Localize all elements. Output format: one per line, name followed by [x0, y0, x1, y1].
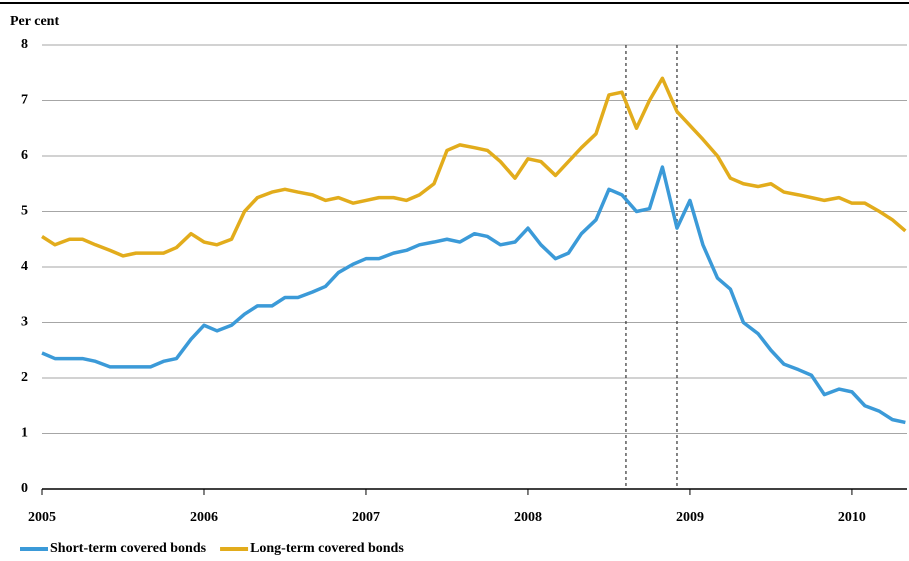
x-tick-label: 2007 [352, 510, 380, 525]
x-tick-label: 2008 [514, 510, 542, 525]
x-tick-label: 2009 [676, 510, 704, 525]
x-tick-label: 2006 [190, 510, 218, 525]
y-tick-label: 8 [21, 37, 28, 52]
y-tick-label: 7 [21, 93, 28, 108]
y-tick-label: 5 [21, 204, 28, 219]
y-tick-label: 6 [21, 148, 28, 163]
y-tick-label: 1 [21, 426, 28, 441]
legend-label: Long-term covered bonds [250, 541, 404, 556]
y-tick-label: 3 [21, 315, 28, 330]
x-tick-label: 2005 [28, 510, 56, 525]
x-tick-label: 2010 [838, 510, 866, 525]
y-axis-label: Per cent [10, 14, 59, 29]
y-tick-label: 2 [21, 370, 28, 385]
y-tick-label: 4 [21, 259, 28, 274]
series-line [41, 165, 906, 425]
series-line [41, 76, 907, 258]
legend-label: Short-term covered bonds [50, 541, 207, 556]
y-tick-label: 0 [21, 481, 28, 496]
